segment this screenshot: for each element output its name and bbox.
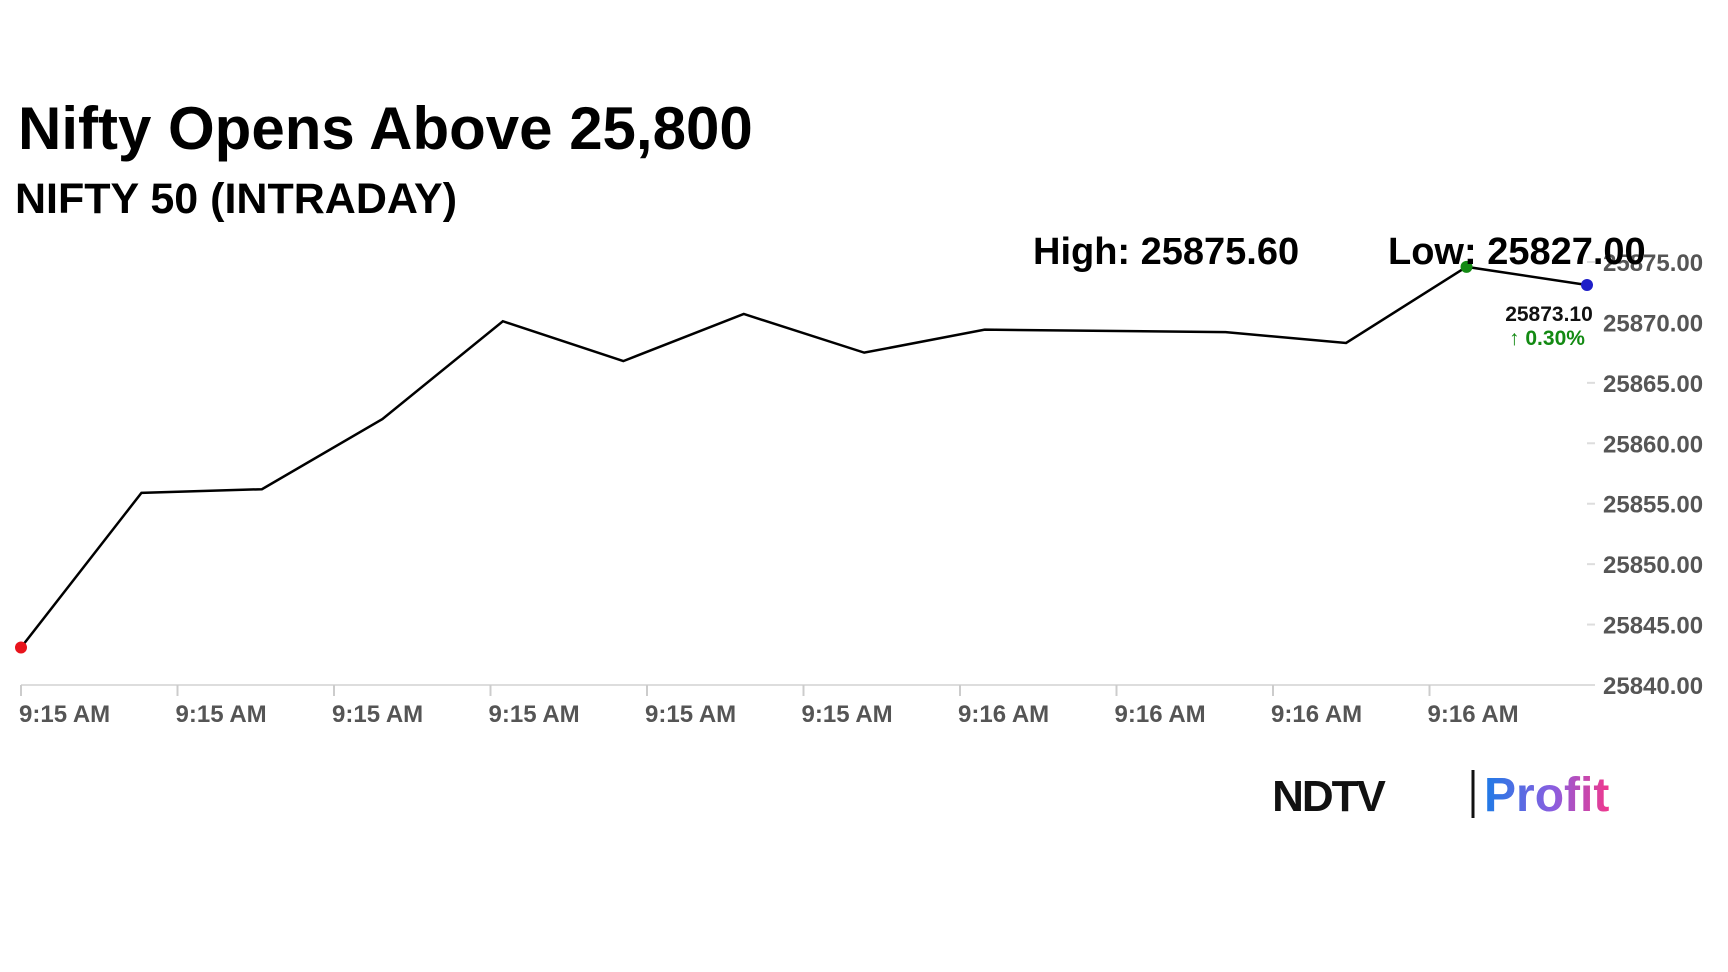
x-tick-label: 9:15 AM bbox=[332, 701, 423, 728]
y-tick-label: 25875.00 bbox=[1603, 250, 1703, 277]
price-line bbox=[20, 265, 1588, 649]
last-value-label: 25873.10 bbox=[1505, 303, 1593, 326]
y-tick-label: 25865.00 bbox=[1603, 371, 1703, 398]
label-bg bbox=[1497, 294, 1597, 347]
x-tick-label: 9:15 AM bbox=[645, 701, 736, 728]
x-tick-label: 9:15 AM bbox=[176, 701, 267, 728]
high-label: High: 25875.60 bbox=[1033, 231, 1299, 273]
x-tick-label: 9:16 AM bbox=[958, 701, 1049, 728]
logo-ndtv: NDTV bbox=[1272, 772, 1386, 821]
x-tick-label: 9:16 AM bbox=[1271, 701, 1362, 728]
y-tick-label: 25860.00 bbox=[1603, 431, 1703, 458]
x-tick-label: 9:16 AM bbox=[1428, 701, 1519, 728]
low-label: Low: 25827.00 bbox=[1388, 231, 1646, 273]
plot: 25840.00 25845.00 25850.00 25855.00 25860.00… bbox=[15, 250, 1703, 728]
y-tick-label: 25855.00 bbox=[1603, 492, 1703, 519]
x-tick-label: 9:15 AM bbox=[489, 701, 580, 728]
change-label: ↑ 0.30% bbox=[1509, 327, 1585, 350]
y-tick-label: 25845.00 bbox=[1603, 613, 1703, 640]
x-tick-label: 9:15 AM bbox=[802, 701, 893, 728]
last-dot bbox=[1581, 278, 1593, 291]
y-tick-label: 25870.00 bbox=[1603, 310, 1703, 337]
x-tick-label: 9:15 AM bbox=[19, 701, 110, 728]
subtitle: NIFTY 50 (INTRADAY) bbox=[15, 175, 457, 223]
title: Nifty Opens Above 25,800 bbox=[18, 95, 753, 162]
first-dot bbox=[15, 641, 27, 654]
y-tick-label: 25850.00 bbox=[1603, 552, 1703, 579]
logo-profit: Profit bbox=[1484, 769, 1609, 822]
high-dot bbox=[1460, 260, 1473, 273]
x-tick-label: 9:16 AM bbox=[1115, 701, 1206, 728]
y-tick-label: 25840.00 bbox=[1603, 673, 1703, 700]
